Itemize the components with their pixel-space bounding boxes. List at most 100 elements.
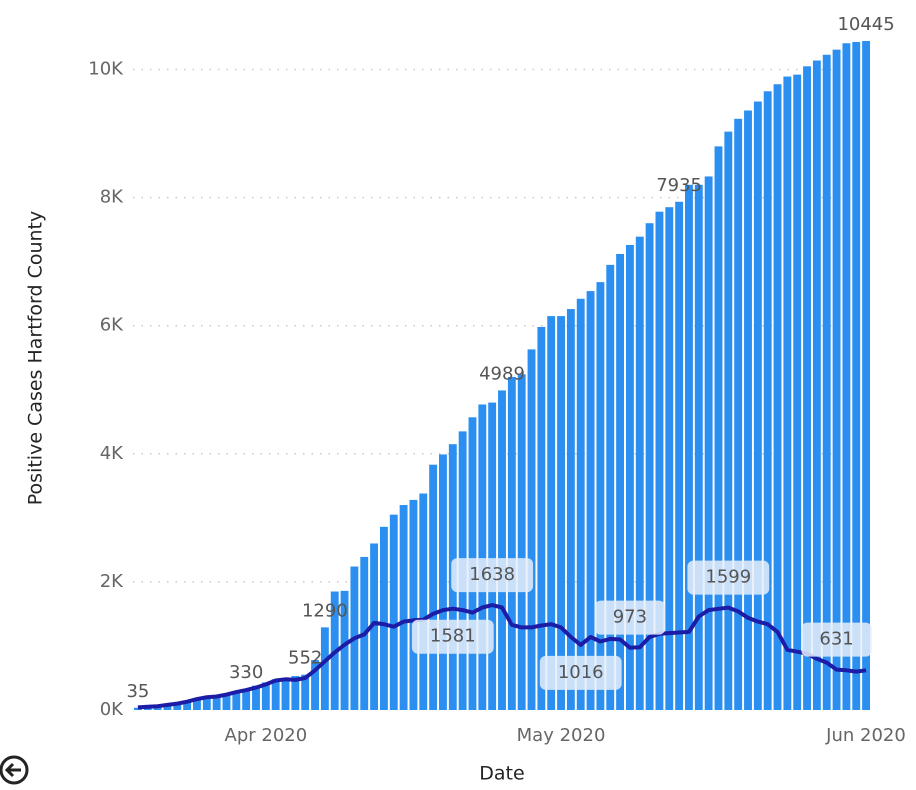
- bar: [429, 464, 438, 710]
- bar: [842, 43, 851, 710]
- bar: [379, 526, 388, 710]
- bar: [507, 376, 516, 710]
- data-label-box: [411, 619, 494, 654]
- data-label: 1638: [451, 558, 534, 593]
- bar: [694, 184, 703, 711]
- y-tick-label: 4K: [100, 443, 124, 464]
- data-label-text: 631: [819, 629, 853, 650]
- x-tick-label: Apr 2020: [225, 725, 308, 746]
- bar: [340, 590, 349, 710]
- bar: [271, 679, 280, 710]
- back-circle[interactable]: [0, 755, 29, 785]
- data-label: 10445: [837, 14, 894, 35]
- bar: [566, 309, 575, 710]
- data-label: 1599: [687, 560, 770, 595]
- bar: [724, 131, 733, 711]
- bar: [301, 674, 310, 710]
- bar: [714, 146, 723, 711]
- data-label: 973: [594, 600, 666, 635]
- y-tick-label: 10K: [88, 59, 124, 80]
- bar: [527, 349, 536, 710]
- data-label-text: 7935: [656, 175, 702, 196]
- bar: [232, 691, 241, 710]
- bar: [183, 701, 192, 710]
- bar: [822, 54, 831, 711]
- data-label: 35: [126, 681, 149, 702]
- bar: [655, 211, 664, 710]
- data-label-text: 1016: [558, 662, 604, 683]
- bar: [173, 703, 182, 710]
- data-label-text: 4989: [479, 363, 525, 384]
- y-tick-label: 6K: [100, 315, 124, 336]
- data-label: 330: [229, 662, 263, 683]
- bar: [665, 207, 674, 710]
- bar: [320, 627, 329, 710]
- bar: [193, 700, 201, 710]
- bar: [586, 291, 595, 710]
- data-label-text: 1599: [705, 567, 751, 588]
- data-label-box: [594, 600, 666, 635]
- data-label-text: 552: [288, 648, 322, 669]
- bar: [734, 118, 743, 710]
- bar: [498, 390, 506, 710]
- y-tick-label: 2K: [100, 571, 124, 592]
- bar: [704, 176, 713, 710]
- bar: [261, 682, 270, 710]
- data-label-box: [451, 558, 534, 593]
- data-label: 552: [288, 648, 322, 669]
- data-label: 1016: [539, 655, 622, 690]
- bar: [281, 677, 290, 710]
- bar: [862, 41, 871, 710]
- bar: [389, 514, 398, 710]
- bar: [478, 404, 487, 710]
- data-label: 4989: [479, 363, 525, 384]
- data-label-text: 1638: [469, 564, 515, 585]
- bar: [596, 282, 605, 710]
- bar: [763, 91, 772, 711]
- data-label-text: 973: [613, 607, 647, 628]
- data-label-text: 1581: [430, 626, 476, 647]
- bar: [419, 493, 428, 710]
- x-tick-label: May 2020: [517, 725, 606, 746]
- back-button[interactable]: [0, 755, 29, 785]
- x-axis-title: Date: [479, 763, 524, 785]
- bar: [645, 223, 654, 711]
- bar: [488, 402, 497, 710]
- bar: [744, 110, 752, 710]
- data-label-box: [539, 655, 622, 690]
- bar: [212, 696, 221, 710]
- bar: [439, 454, 447, 710]
- bar: [773, 84, 782, 711]
- bar: [832, 49, 841, 710]
- bar: [606, 264, 615, 710]
- bar: [783, 76, 792, 711]
- bar: [803, 66, 811, 710]
- bar: [252, 685, 260, 710]
- bar: [133, 707, 142, 710]
- bar: [753, 101, 762, 711]
- back-arrow[interactable]: [4, 762, 21, 778]
- bar: [517, 374, 526, 710]
- bar: [547, 316, 556, 710]
- x-tick-label: Jun 2020: [825, 725, 906, 746]
- y-tick-label: 0K: [100, 699, 124, 720]
- bar: [625, 244, 634, 710]
- y-tick-label: 8K: [100, 187, 124, 208]
- bar: [242, 688, 251, 710]
- bar: [399, 505, 408, 710]
- y-axis-title: Positive Cases Hartford County: [25, 211, 47, 505]
- bar: [576, 298, 585, 710]
- bar: [370, 543, 379, 710]
- bar: [409, 499, 418, 710]
- data-label-text: 330: [229, 662, 263, 683]
- bar: [163, 704, 172, 710]
- data-label-box: [687, 560, 770, 595]
- bar: [557, 316, 565, 710]
- data-label: 1581: [411, 619, 494, 654]
- data-label: 1290: [302, 600, 348, 621]
- data-label: 631: [801, 622, 872, 657]
- data-label: 7935: [656, 175, 702, 196]
- data-label-box: [801, 622, 872, 657]
- data-label-text: 35: [126, 681, 149, 702]
